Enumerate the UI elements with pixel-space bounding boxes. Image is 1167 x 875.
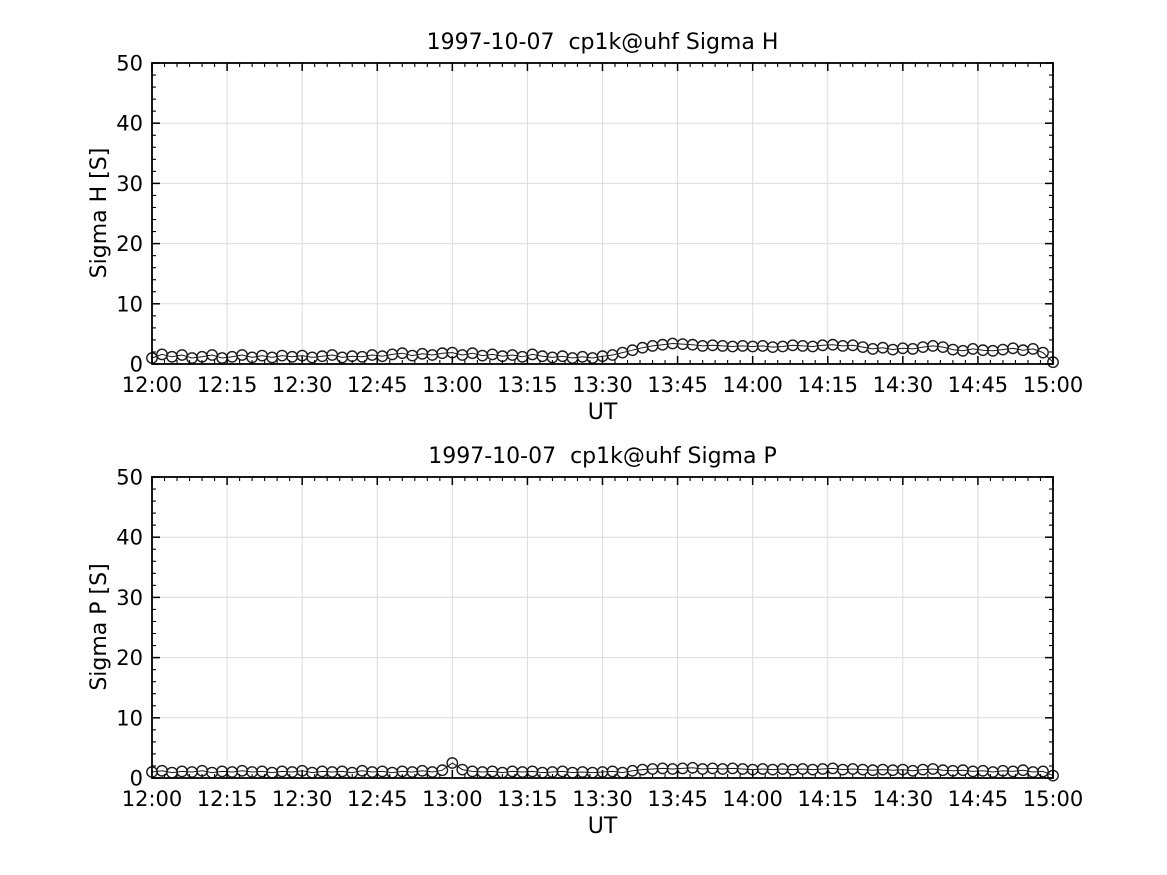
- svg-text:15:00: 15:00: [1023, 373, 1084, 397]
- svg-text:0: 0: [130, 353, 143, 377]
- svg-text:14:30: 14:30: [873, 787, 934, 811]
- sigma-p-x-axis-label: UT: [587, 814, 618, 839]
- svg-text:12:00: 12:00: [122, 787, 183, 811]
- svg-text:10: 10: [116, 706, 143, 730]
- svg-text:15:00: 15:00: [1023, 787, 1084, 811]
- svg-text:14:15: 14:15: [797, 787, 858, 811]
- svg-text:12:30: 12:30: [272, 787, 333, 811]
- svg-text:13:45: 13:45: [647, 373, 708, 397]
- svg-text:12:30: 12:30: [272, 373, 333, 397]
- svg-text:13:45: 13:45: [647, 787, 708, 811]
- svg-text:14:45: 14:45: [948, 373, 1009, 397]
- sigma-h-x-axis-label: UT: [587, 400, 618, 425]
- svg-text:40: 40: [116, 112, 143, 136]
- svg-text:13:00: 13:00: [422, 787, 483, 811]
- svg-text:20: 20: [116, 646, 143, 670]
- svg-text:13:00: 13:00: [422, 373, 483, 397]
- svg-text:12:15: 12:15: [197, 787, 258, 811]
- svg-text:14:15: 14:15: [797, 373, 858, 397]
- svg-text:40: 40: [116, 526, 143, 550]
- svg-text:20: 20: [116, 232, 143, 256]
- svg-text:13:30: 13:30: [572, 373, 633, 397]
- svg-text:50: 50: [116, 466, 143, 490]
- svg-text:14:00: 14:00: [722, 373, 783, 397]
- svg-text:0: 0: [130, 767, 143, 791]
- svg-text:30: 30: [116, 172, 143, 196]
- svg-text:10: 10: [116, 292, 143, 316]
- sigma-p-chart-title: 1997-10-07 cp1k@uhf Sigma P: [428, 444, 777, 469]
- svg-text:30: 30: [116, 586, 143, 610]
- sigma-h-chart-title: 1997-10-07 cp1k@uhf Sigma H: [426, 30, 779, 55]
- svg-text:12:00: 12:00: [122, 373, 183, 397]
- svg-text:14:00: 14:00: [722, 787, 783, 811]
- svg-text:14:30: 14:30: [873, 373, 934, 397]
- svg-text:14:45: 14:45: [948, 787, 1009, 811]
- svg-text:50: 50: [116, 52, 143, 76]
- svg-text:12:15: 12:15: [197, 373, 258, 397]
- svg-text:13:15: 13:15: [497, 373, 558, 397]
- sigma-h-y-axis-label: Sigma H [S]: [87, 147, 112, 279]
- sigma-p-y-axis-label: Sigma P [S]: [87, 563, 112, 691]
- svg-text:13:30: 13:30: [572, 787, 633, 811]
- svg-text:12:45: 12:45: [347, 373, 408, 397]
- svg-text:12:45: 12:45: [347, 787, 408, 811]
- svg-text:13:15: 13:15: [497, 787, 558, 811]
